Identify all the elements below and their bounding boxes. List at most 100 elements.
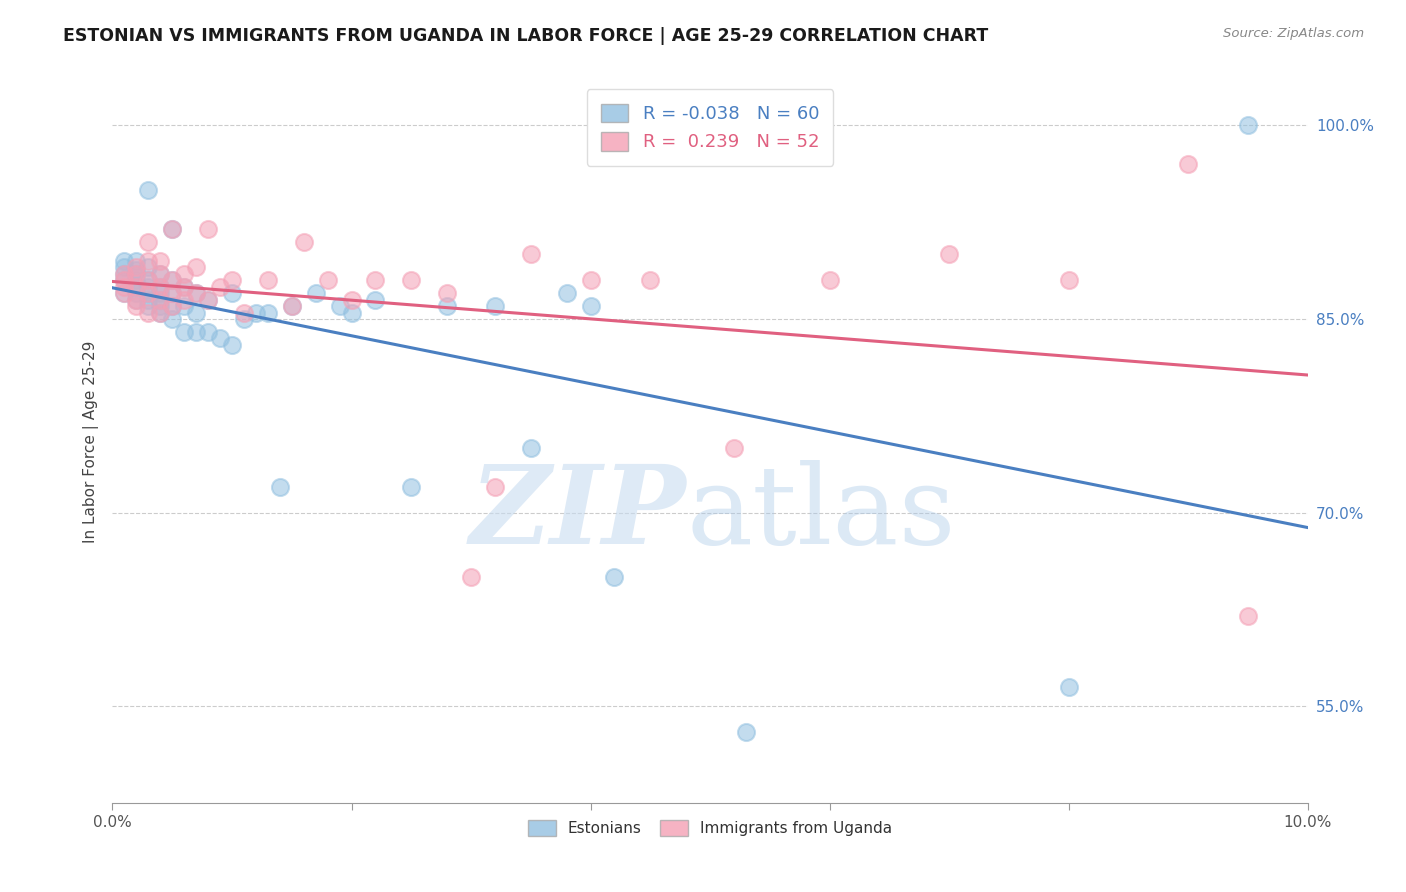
Point bbox=[162, 221, 183, 235]
Point bbox=[138, 183, 160, 197]
Point bbox=[162, 286, 183, 301]
Point bbox=[436, 286, 458, 301]
Point bbox=[1057, 680, 1080, 694]
Point bbox=[340, 293, 363, 307]
Point bbox=[364, 293, 387, 307]
Point bbox=[125, 273, 148, 287]
Point bbox=[640, 273, 662, 287]
Point bbox=[245, 305, 267, 319]
Point bbox=[173, 325, 195, 339]
Point bbox=[149, 305, 172, 319]
Point bbox=[138, 273, 160, 287]
Point bbox=[938, 247, 960, 261]
Point bbox=[114, 273, 135, 287]
Point bbox=[1057, 273, 1080, 287]
Point bbox=[484, 299, 506, 313]
Point bbox=[292, 235, 315, 249]
Point bbox=[125, 267, 148, 281]
Point bbox=[125, 263, 148, 277]
Point bbox=[125, 279, 148, 293]
Point bbox=[305, 286, 328, 301]
Point bbox=[125, 293, 148, 307]
Point bbox=[197, 325, 219, 339]
Point bbox=[460, 570, 482, 584]
Point bbox=[114, 267, 135, 281]
Point bbox=[149, 253, 172, 268]
Point bbox=[281, 299, 304, 313]
Point bbox=[125, 299, 148, 313]
Point bbox=[149, 305, 172, 319]
Point bbox=[162, 273, 183, 287]
Point bbox=[149, 293, 172, 307]
Point bbox=[603, 570, 626, 584]
Point bbox=[138, 286, 160, 301]
Point bbox=[436, 299, 458, 313]
Point bbox=[209, 331, 232, 345]
Text: ESTONIAN VS IMMIGRANTS FROM UGANDA IN LABOR FORCE | AGE 25-29 CORRELATION CHART: ESTONIAN VS IMMIGRANTS FROM UGANDA IN LA… bbox=[63, 27, 988, 45]
Point bbox=[186, 325, 208, 339]
Point bbox=[186, 260, 208, 275]
Point bbox=[316, 273, 339, 287]
Point bbox=[723, 441, 745, 455]
Point bbox=[162, 312, 183, 326]
Point bbox=[114, 260, 135, 275]
Point bbox=[233, 312, 256, 326]
Point bbox=[173, 293, 195, 307]
Point bbox=[269, 480, 291, 494]
Point bbox=[149, 279, 172, 293]
Point bbox=[162, 286, 183, 301]
Point bbox=[281, 299, 304, 313]
Point bbox=[138, 235, 160, 249]
Point bbox=[114, 279, 135, 293]
Point bbox=[138, 260, 160, 275]
Point bbox=[125, 286, 148, 301]
Point bbox=[1177, 157, 1199, 171]
Point bbox=[186, 286, 208, 301]
Point bbox=[138, 293, 160, 307]
Point bbox=[162, 299, 183, 313]
Point bbox=[149, 279, 172, 293]
Point bbox=[138, 286, 160, 301]
Point bbox=[149, 267, 172, 281]
Point bbox=[1237, 608, 1260, 623]
Point bbox=[138, 305, 160, 319]
Point bbox=[162, 299, 183, 313]
Point bbox=[197, 293, 219, 307]
Point bbox=[221, 286, 243, 301]
Point bbox=[186, 305, 208, 319]
Point bbox=[735, 724, 758, 739]
Point bbox=[329, 299, 352, 313]
Legend: Estonians, Immigrants from Uganda: Estonians, Immigrants from Uganda bbox=[522, 814, 898, 842]
Point bbox=[173, 299, 195, 313]
Point bbox=[149, 293, 172, 307]
Point bbox=[1237, 119, 1260, 133]
Point bbox=[149, 286, 172, 301]
Point bbox=[114, 286, 135, 301]
Point bbox=[114, 253, 135, 268]
Text: Source: ZipAtlas.com: Source: ZipAtlas.com bbox=[1223, 27, 1364, 40]
Point bbox=[818, 273, 841, 287]
Point bbox=[364, 273, 387, 287]
Text: atlas: atlas bbox=[686, 460, 956, 567]
Point bbox=[125, 253, 148, 268]
Point bbox=[221, 273, 243, 287]
Point bbox=[149, 299, 172, 313]
Point bbox=[257, 305, 280, 319]
Point bbox=[173, 267, 195, 281]
Point bbox=[138, 279, 160, 293]
Point bbox=[484, 480, 506, 494]
Point bbox=[579, 273, 602, 287]
Point bbox=[520, 247, 543, 261]
Point bbox=[221, 338, 243, 352]
Point bbox=[138, 299, 160, 313]
Point bbox=[138, 273, 160, 287]
Point bbox=[340, 305, 363, 319]
Point bbox=[114, 286, 135, 301]
Point bbox=[114, 267, 135, 281]
Point bbox=[125, 260, 148, 275]
Point bbox=[555, 286, 578, 301]
Text: ZIP: ZIP bbox=[470, 460, 686, 567]
Point bbox=[125, 267, 148, 281]
Point bbox=[173, 279, 195, 293]
Point bbox=[162, 273, 183, 287]
